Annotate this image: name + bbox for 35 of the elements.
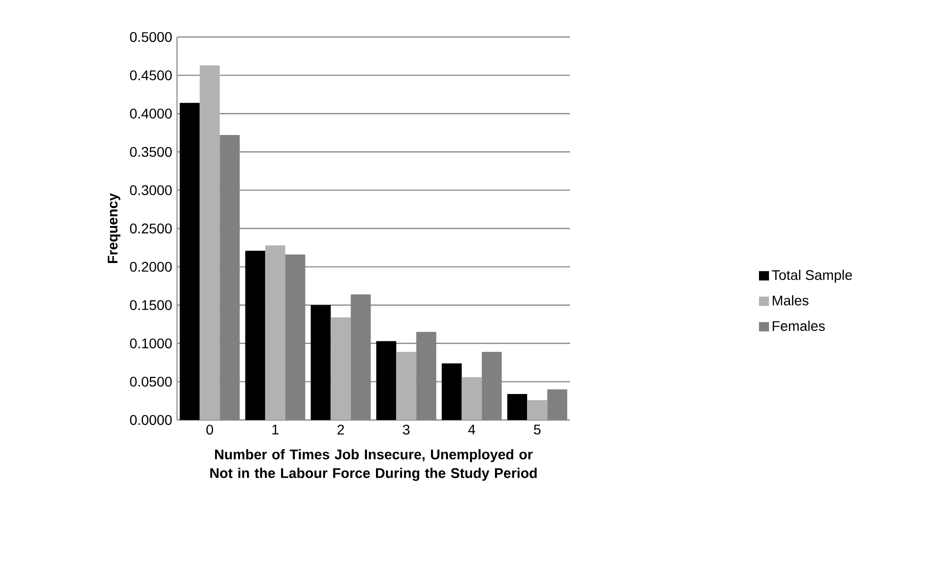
y-tick-label: 0.3500 xyxy=(130,146,172,157)
x-axis-title: Number of Times Job Insecure, Unemployed or Not in the Labour Force During the Study Period xyxy=(210,449,537,481)
bar xyxy=(507,394,528,420)
bar xyxy=(180,102,200,420)
x-tick-label: 0 xyxy=(206,424,214,435)
y-tick-label: 0.4500 xyxy=(130,70,172,80)
x-tick-label: 2 xyxy=(338,424,344,434)
legend-label: Males xyxy=(772,295,808,306)
bar xyxy=(200,65,220,420)
x-tick-label: 3 xyxy=(402,424,410,435)
legend-label: Total Sample xyxy=(772,270,852,283)
bar xyxy=(376,341,396,420)
y-tick-label: 0.0500 xyxy=(130,376,172,387)
x-tick-label: 5 xyxy=(534,424,541,434)
bar xyxy=(245,250,266,420)
y-tick-label: 0.1500 xyxy=(130,300,172,310)
y-tick-label: 0.4000 xyxy=(130,108,172,119)
bar xyxy=(527,400,548,420)
bar xyxy=(396,352,416,420)
y-tick-label: 0.5000 xyxy=(130,32,172,42)
bar xyxy=(547,389,568,420)
y-tick-label: 0.1000 xyxy=(130,338,172,348)
bar xyxy=(330,317,351,420)
y-tick-label: 0.2000 xyxy=(130,262,172,272)
legend-label: Females xyxy=(772,320,825,331)
bar xyxy=(462,377,482,420)
y-axis-title: Frequency xyxy=(108,193,120,263)
bar xyxy=(310,305,331,420)
y-tick-label: 0.3000 xyxy=(130,185,172,196)
y-tick-label: 0.0000 xyxy=(130,415,172,425)
x-tick-label: 1 xyxy=(272,424,278,434)
y-tick-label: 0.2500 xyxy=(130,224,172,234)
bar xyxy=(265,245,286,420)
x-tick-label: 4 xyxy=(468,424,476,434)
bar xyxy=(442,363,462,420)
